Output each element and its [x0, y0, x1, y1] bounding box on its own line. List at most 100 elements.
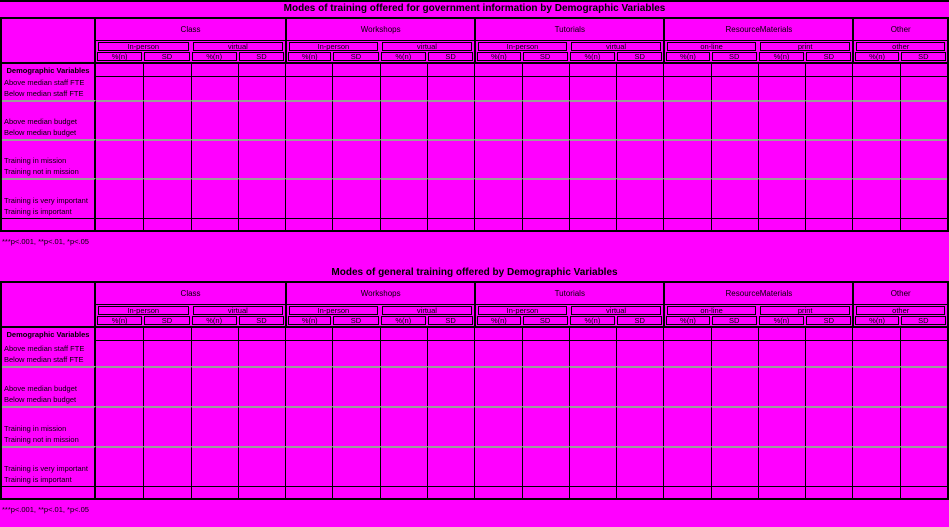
data-cell — [521, 406, 569, 446]
row-label: Training not in mission — [4, 435, 79, 444]
data-cell — [616, 328, 663, 340]
column-header: %(n) — [855, 316, 899, 325]
subgroup-header: print — [759, 306, 851, 315]
row-label: Training in mission — [4, 424, 67, 433]
data-cell — [426, 486, 475, 498]
data-cell — [710, 218, 758, 230]
data-cell — [899, 76, 947, 100]
data-cell — [96, 486, 144, 498]
column-header-cell: %(n) — [474, 315, 522, 328]
subgroup-header-cell: on-line — [663, 305, 758, 315]
column-header-cell: %(n) — [663, 315, 711, 328]
data-cell — [852, 139, 900, 178]
data-cell — [568, 139, 617, 178]
data-cell — [379, 100, 427, 139]
data-cell — [521, 178, 569, 218]
data-cell — [190, 486, 238, 498]
data-cell — [616, 446, 664, 486]
data-cell — [285, 76, 333, 100]
data-cell — [96, 366, 144, 406]
data-cell — [805, 366, 853, 406]
data-cell — [710, 139, 758, 178]
column-header-cell: %(n) — [568, 315, 617, 328]
subgroup-header: virtual — [192, 306, 284, 315]
data-cell — [805, 218, 853, 230]
table-1-title: Modes of training offered for government… — [283, 3, 666, 14]
subgroup-header-cell: other — [852, 41, 947, 51]
data-cell — [143, 486, 191, 498]
data-cell — [474, 218, 522, 230]
data-cell — [710, 446, 758, 486]
empty-row-label-cell — [2, 486, 96, 498]
subgroup-header-cell: virtual — [191, 41, 286, 51]
data-cell — [616, 218, 664, 230]
column-header: %(n) — [380, 316, 426, 325]
data-cell — [663, 76, 711, 100]
column-header-cell: SD — [899, 315, 947, 328]
data-cell — [332, 486, 380, 498]
data-cell — [379, 406, 427, 446]
subgroup-header-cell: on-line — [663, 41, 758, 51]
data-cell — [852, 486, 900, 498]
data-cell — [143, 178, 191, 218]
column-group-header: Other — [852, 283, 947, 305]
data-cell — [568, 76, 617, 100]
row-label-cell: Training is very important Training is im… — [2, 178, 96, 218]
data-cell — [285, 328, 332, 340]
data-cell — [616, 64, 663, 76]
data-cell — [143, 76, 191, 100]
column-group-header: Workshops — [285, 283, 475, 305]
data-cell — [426, 100, 475, 139]
data-cell — [757, 406, 806, 446]
column-header: SD — [522, 316, 568, 325]
column-header: %(n) — [758, 316, 805, 325]
subgroup-header: other — [856, 306, 945, 315]
column-header-cell: SD — [143, 51, 191, 64]
data-cell — [426, 64, 474, 76]
data-cell — [332, 340, 380, 366]
data-cell — [899, 178, 947, 218]
column-header: %(n) — [666, 52, 710, 61]
data-cell — [757, 218, 806, 230]
data-cell — [568, 340, 617, 366]
data-cell — [899, 139, 947, 178]
column-group-header: ResourceMaterials — [663, 283, 853, 305]
data-cell — [521, 328, 569, 340]
data-cell — [663, 139, 711, 178]
subgroup-header-cell: virtual — [569, 41, 664, 51]
data-cell — [852, 406, 900, 446]
data-cell — [899, 328, 947, 340]
data-cell — [190, 100, 238, 139]
column-header: SD — [711, 316, 757, 325]
column-header-cell: SD — [521, 51, 569, 64]
data-cell — [568, 406, 617, 446]
data-cell — [285, 446, 333, 486]
row-label-cell: Above median staff FTE Below median staff… — [2, 76, 96, 100]
data-cell — [757, 366, 806, 406]
data-cell — [426, 178, 475, 218]
data-cell — [474, 366, 522, 406]
data-cell — [710, 76, 758, 100]
subgroup-header-cell: In-person — [474, 41, 569, 51]
subgroup-header: virtual — [570, 42, 662, 51]
column-header-cell: SD — [616, 315, 664, 328]
data-cell — [710, 100, 758, 139]
data-cell — [899, 340, 947, 366]
column-header-cell: SD — [899, 51, 947, 64]
data-cell — [474, 406, 522, 446]
data-cell — [757, 139, 806, 178]
data-cell — [143, 100, 191, 139]
data-cell — [757, 328, 805, 340]
data-cell — [710, 328, 758, 340]
row-label-cell: Training in mission Training not in missi… — [2, 406, 96, 446]
table-2-footnote: ***p<.001, **p<.01, *p<.05 — [2, 505, 89, 514]
data-cell — [710, 340, 758, 366]
data-cell — [663, 340, 711, 366]
data-cell — [568, 366, 617, 406]
data-cell — [616, 139, 664, 178]
column-header: SD — [900, 52, 946, 61]
column-header: SD — [238, 316, 285, 325]
data-cell — [616, 486, 664, 498]
column-header: %(n) — [288, 316, 332, 325]
data-cell — [805, 76, 853, 100]
